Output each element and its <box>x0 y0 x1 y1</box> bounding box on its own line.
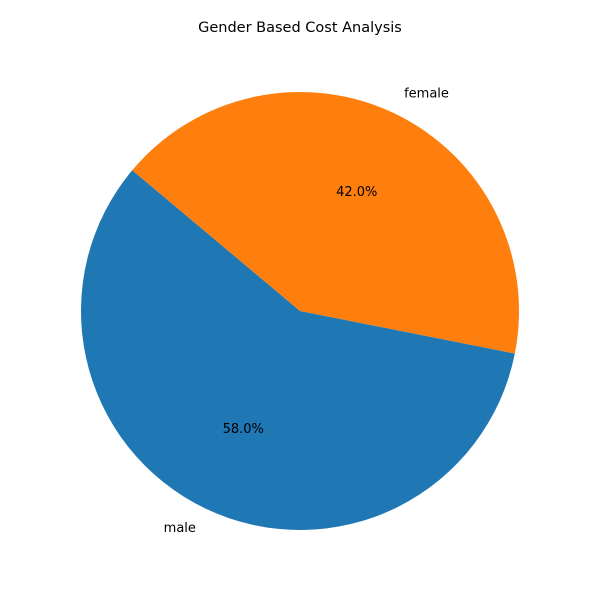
chart-title: Gender Based Cost Analysis <box>198 20 402 36</box>
pie-labels: male 58.0% female 42.0% <box>164 86 449 536</box>
percent-label-male: 58.0% <box>223 422 264 437</box>
slice-label-female: female <box>404 86 449 101</box>
pie-slices <box>81 92 520 531</box>
pie-slice-male <box>81 170 515 531</box>
slice-label-male: male <box>164 521 196 536</box>
pie-slice-female <box>132 92 520 354</box>
percent-label-female: 42.0% <box>336 185 377 200</box>
